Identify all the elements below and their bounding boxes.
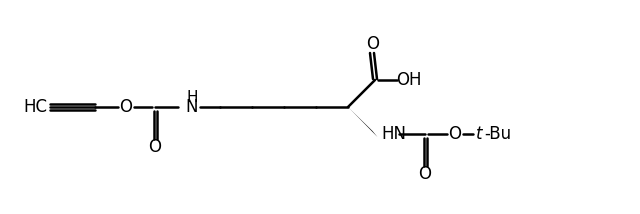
Text: O: O	[449, 125, 461, 143]
Text: N: N	[186, 98, 198, 116]
Text: HN: HN	[381, 125, 406, 143]
Polygon shape	[348, 107, 378, 137]
Text: O: O	[120, 98, 132, 116]
Text: O: O	[148, 138, 161, 156]
Text: OH: OH	[396, 71, 422, 89]
Text: $\mathit{t}$: $\mathit{t}$	[475, 125, 484, 143]
Text: O: O	[367, 35, 380, 53]
Text: H: H	[186, 89, 198, 104]
Text: HC: HC	[23, 98, 47, 116]
Text: O: O	[419, 165, 431, 183]
Text: -Bu: -Bu	[484, 125, 511, 143]
